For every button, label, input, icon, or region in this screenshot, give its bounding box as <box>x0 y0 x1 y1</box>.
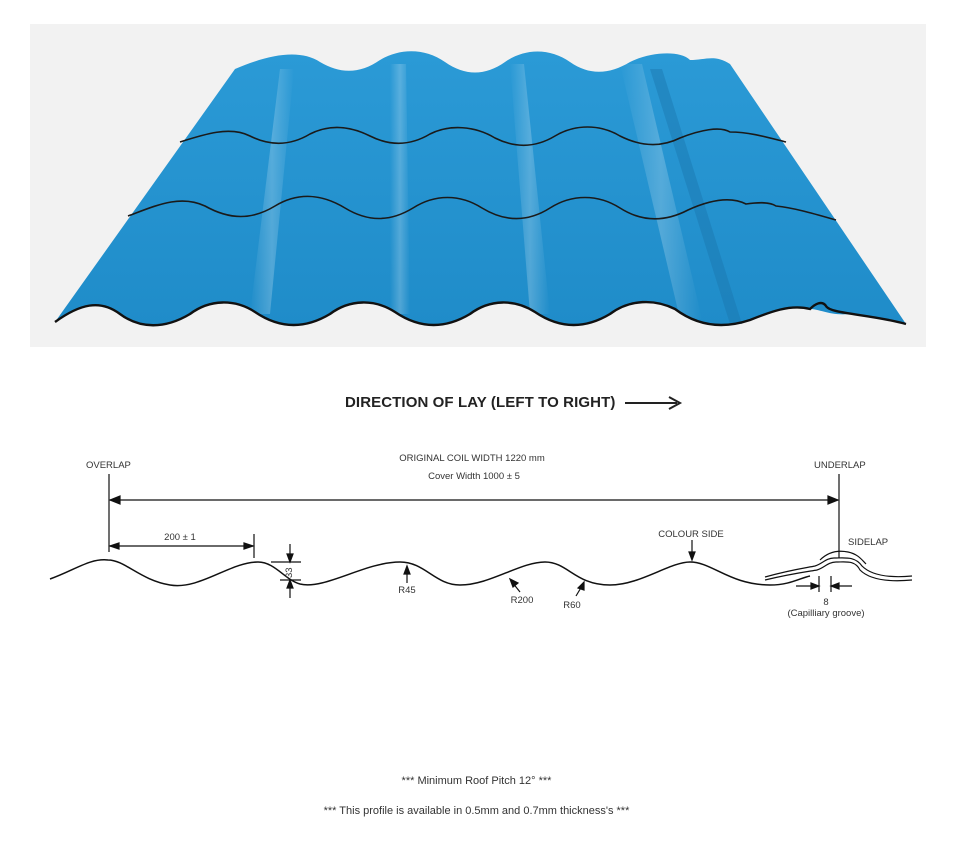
height-dimension-label: 33 <box>284 567 295 578</box>
radius-r45-label: R45 <box>398 585 416 596</box>
sidelap-label: SIDELAP <box>848 537 889 548</box>
direction-of-lay-heading: DIRECTION OF LAY (LEFT TO RIGHT) <box>345 394 616 411</box>
pitch-dimension-label: 200 ± 1 <box>164 532 196 543</box>
thickness-note: *** This profile is available in 0.5mm a… <box>323 805 630 817</box>
radius-r60-label: R60 <box>563 600 581 611</box>
groove-dimension-label: 8 <box>823 597 829 608</box>
step-line-1 <box>179 126 787 147</box>
sheet-body <box>55 51 906 326</box>
step-line-2 <box>127 195 837 221</box>
sheet-highlights <box>250 64 742 324</box>
colour-side-label: COLOUR SIDE <box>658 529 724 540</box>
sheet-bottom-edge <box>54 300 907 327</box>
roof-sheet-svg <box>54 51 907 327</box>
roof-sheet-illustration <box>30 24 926 347</box>
coil-width-label: ORIGINAL COIL WIDTH 1220 mm <box>399 453 545 464</box>
cover-width-label: Cover Width 1000 ± 5 <box>428 471 520 482</box>
right-arrow-icon <box>625 395 683 416</box>
profile-drawing <box>49 474 913 598</box>
roof-pitch-note: *** Minimum Roof Pitch 12° *** <box>401 775 552 787</box>
profile-cross-section: OVERLAP UNDERLAP ORIGINAL COIL WIDTH 122… <box>0 440 953 645</box>
profile-curve <box>49 559 811 587</box>
overlap-label: OVERLAP <box>86 460 131 471</box>
sidelap-profile <box>764 557 913 578</box>
capillary-groove-label: (Capilliary groove) <box>787 608 865 619</box>
sheet-step-lines <box>127 126 837 221</box>
radius-r200-label: R200 <box>510 595 534 606</box>
underlap-label: UNDERLAP <box>814 460 866 471</box>
